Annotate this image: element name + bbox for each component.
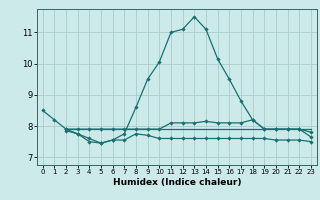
X-axis label: Humidex (Indice chaleur): Humidex (Indice chaleur) [113, 178, 241, 187]
